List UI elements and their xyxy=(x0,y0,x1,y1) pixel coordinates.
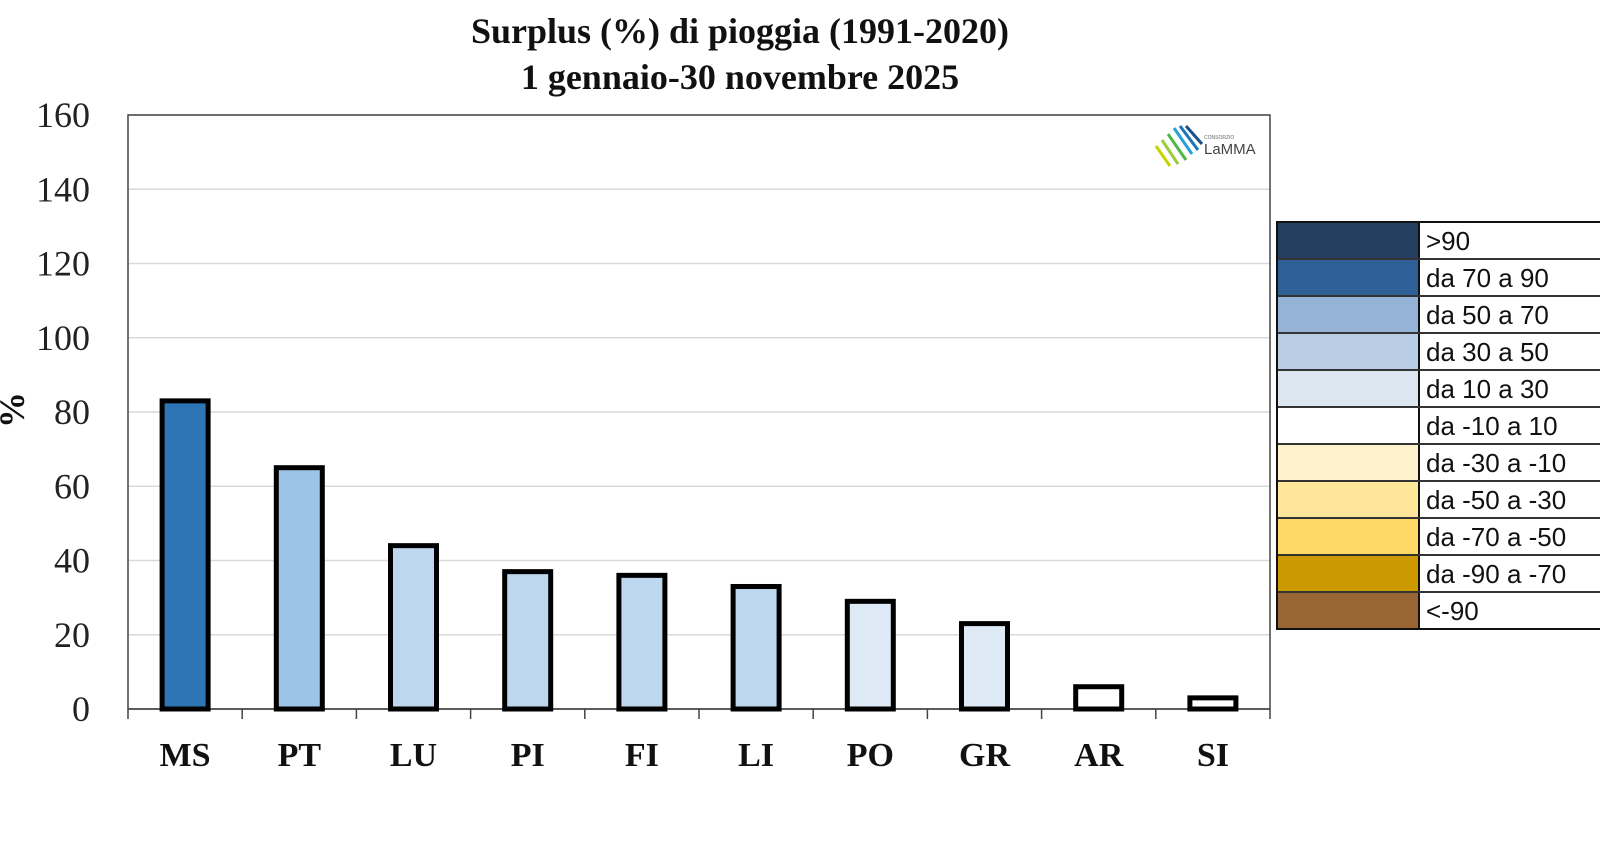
legend-swatch xyxy=(1278,556,1420,591)
y-tick-label: 0 xyxy=(72,689,90,729)
legend-label: >90 xyxy=(1426,226,1471,256)
bar-fi xyxy=(616,572,668,712)
legend-swatch xyxy=(1278,445,1420,480)
y-axis-label: % xyxy=(0,392,32,428)
legend-swatch xyxy=(1278,334,1420,369)
y-tick-label: 20 xyxy=(54,615,90,655)
x-tick-label: MS xyxy=(160,737,211,774)
bar-ms xyxy=(159,398,211,712)
x-tick-label: AR xyxy=(1074,737,1124,774)
legend-item: da -10 a 10 xyxy=(1278,408,1600,445)
legend-label: da 70 a 90 xyxy=(1426,263,1549,293)
legend-swatch xyxy=(1278,371,1420,406)
x-tick-label: GR xyxy=(959,737,1010,774)
chart-title-line2: 1 gennaio-30 novembre 2025 xyxy=(520,57,960,97)
y-tick-label: 120 xyxy=(36,244,90,284)
legend-item: da -90 a -70 xyxy=(1278,556,1600,593)
legend-label: da 50 a 70 xyxy=(1426,300,1549,330)
bar-po xyxy=(844,598,896,712)
legend: >90 da 70 a 90 da 50 a 70 da 30 a 50 da 10 a… xyxy=(1276,221,1600,630)
legend-item: da 30 a 50 xyxy=(1278,334,1600,371)
legend-label: da -70 a -50 xyxy=(1426,522,1567,552)
bar-pi xyxy=(502,569,554,712)
legend-label: da 10 a 30 xyxy=(1426,374,1549,404)
legend-label: da -50 a -30 xyxy=(1426,485,1567,515)
logo-small-text: CONSORZIO xyxy=(1204,134,1235,141)
bar-lu xyxy=(388,543,439,712)
y-tick-label: 160 xyxy=(36,95,90,135)
bar-pt xyxy=(273,465,325,712)
y-tick-label: 60 xyxy=(54,466,90,506)
legend-label: da -30 a -10 xyxy=(1426,448,1567,478)
legend-item: da 70 a 90 xyxy=(1278,260,1600,297)
x-tick-label: PO xyxy=(847,737,894,774)
bar-si xyxy=(1187,695,1239,712)
logo-big-text: LaMMA xyxy=(1204,140,1256,158)
x-tick-label: FI xyxy=(625,737,659,774)
y-tick-label: 80 xyxy=(54,392,90,432)
x-tick-label: PI xyxy=(511,737,545,774)
x-tick-label: LI xyxy=(738,737,774,774)
bar-ar xyxy=(1073,684,1125,712)
legend-swatch xyxy=(1278,297,1420,332)
x-tick-label: PT xyxy=(278,737,322,774)
y-tick-label: 140 xyxy=(36,169,90,209)
legend-item: da 10 a 30 xyxy=(1278,371,1600,408)
legend-label: da 30 a 50 xyxy=(1426,337,1549,367)
x-tick-label: SI xyxy=(1197,737,1229,774)
bar-li xyxy=(730,583,782,712)
legend-item: da -70 a -50 xyxy=(1278,519,1600,556)
legend-swatch xyxy=(1278,519,1420,554)
lamma-logo-icon xyxy=(1154,125,1204,167)
legend-item: >90 xyxy=(1278,223,1600,260)
x-tick-label: LU xyxy=(390,737,437,774)
legend-swatch xyxy=(1278,223,1420,258)
y-tick-label: 40 xyxy=(54,541,90,581)
legend-label: da -90 a -70 xyxy=(1426,559,1567,589)
legend-swatch xyxy=(1278,593,1420,628)
legend-swatch xyxy=(1278,482,1420,517)
legend-item: da -30 a -10 xyxy=(1278,445,1600,482)
bar-gr xyxy=(959,621,1010,712)
lamma-logo: CONSORZIO LaMMA xyxy=(1152,124,1256,168)
y-tick-label: 100 xyxy=(36,318,90,358)
legend-item: da -50 a -30 xyxy=(1278,482,1600,519)
legend-label: da -10 a 10 xyxy=(1426,411,1558,441)
chart-title-line1: Surplus (%) di pioggia (1991-2020) xyxy=(470,11,1010,51)
legend-label: <-90 xyxy=(1426,596,1479,626)
legend-swatch xyxy=(1278,408,1420,443)
legend-item: <-90 xyxy=(1278,593,1600,628)
legend-swatch xyxy=(1278,260,1420,295)
legend-item: da 50 a 70 xyxy=(1278,297,1600,334)
